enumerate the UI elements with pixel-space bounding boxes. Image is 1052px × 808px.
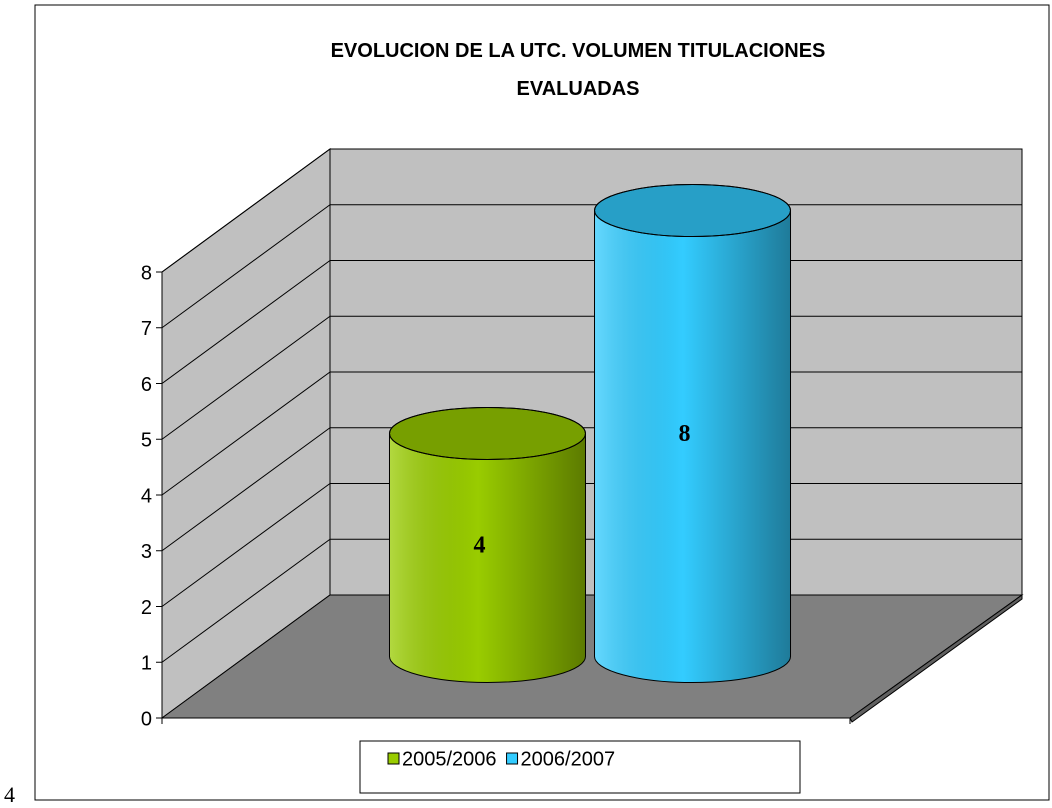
grid-line: [161, 427, 331, 552]
cylinder-shade: [388, 433, 586, 683]
legend-swatch: [506, 752, 519, 765]
legend-box: [359, 740, 801, 794]
grid-line: [161, 148, 331, 273]
grid-line: [161, 371, 331, 496]
cylinder-shade: [594, 210, 792, 683]
data-label: 4: [473, 533, 485, 559]
y-tick-label: 5: [141, 430, 152, 452]
grid-line: [161, 315, 331, 440]
legend-swatch: [387, 752, 400, 765]
legend-label: 2005/2006: [402, 748, 497, 770]
y-tick-label: 4: [141, 485, 152, 507]
grid-line: [161, 204, 331, 329]
y-tick-label: 7: [141, 318, 152, 340]
page-number: 4: [4, 782, 15, 807]
legend-label: 2006/2007: [521, 748, 616, 770]
grid-line: [161, 260, 331, 384]
chart-title: EVOLUCION DE LA UTC. VOLUMEN TITULACIONE…: [330, 40, 826, 100]
data-label: 8: [679, 421, 691, 447]
grid-line: [161, 538, 331, 663]
y-tick-label: 2: [141, 597, 152, 619]
cylinder-top-shade: [594, 184, 792, 237]
y-tick-label: 1: [141, 653, 152, 675]
y-tick-label: 6: [141, 374, 152, 396]
cylinder-top-shade: [388, 407, 586, 460]
grid-line: [161, 483, 331, 607]
y-tick-label: 0: [141, 708, 152, 730]
y-tick-label: 8: [141, 262, 152, 284]
floor-edge: [849, 594, 1023, 723]
y-tick-label: 3: [141, 541, 152, 563]
